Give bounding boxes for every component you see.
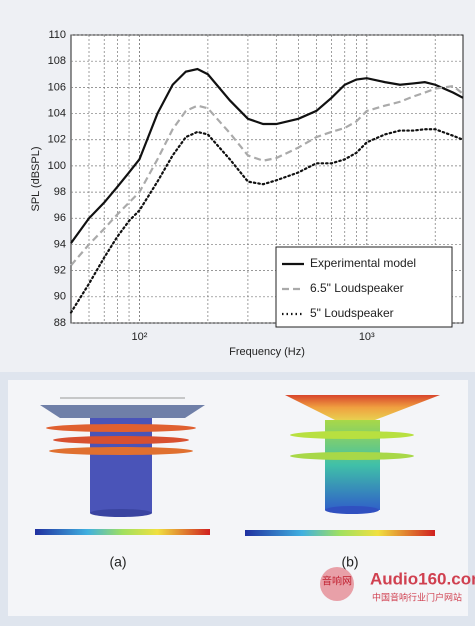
watermark-site: Audio160.com	[370, 569, 475, 588]
legend-label: 6.5" Loudspeaker	[310, 281, 404, 295]
panel-label: (b)	[341, 554, 358, 570]
y-tick-label: 96	[54, 212, 66, 224]
legend-label: Experimental model	[310, 256, 416, 270]
x-tick-label: 10²	[131, 331, 147, 343]
fem-b	[245, 395, 440, 536]
y-tick-label: 92	[54, 265, 66, 277]
y-tick-label: 90	[54, 291, 66, 303]
y-tick-label: 94	[54, 238, 66, 250]
legend-label: 5" Loudspeaker	[310, 306, 394, 320]
y-tick-label: 98	[54, 186, 66, 198]
panel-label: (a)	[109, 554, 126, 570]
y-tick-label: 102	[48, 134, 66, 146]
legend-box	[275, 246, 453, 328]
y-axis-label: SPL (dBSPL)	[30, 146, 42, 211]
y-tick-label: 110	[48, 29, 66, 41]
y-tick-label: 106	[48, 81, 66, 93]
fem-a	[35, 397, 210, 535]
x-axis-label: Frequency (Hz)	[229, 346, 305, 358]
watermark-logo-bg	[320, 567, 354, 601]
watermark-logo: 音响网	[322, 575, 352, 588]
y-tick-label: 108	[48, 55, 66, 67]
x-tick-label: 10³	[359, 331, 375, 343]
series-line	[70, 84, 464, 267]
image-panel	[8, 380, 468, 616]
series-line	[69, 128, 465, 314]
series-line	[70, 67, 464, 244]
y-tick-label: 100	[48, 160, 66, 172]
watermark-tagline: 中国音响行业门户网站	[372, 591, 462, 602]
y-tick-label: 104	[48, 107, 66, 119]
y-tick-label: 88	[54, 317, 66, 329]
